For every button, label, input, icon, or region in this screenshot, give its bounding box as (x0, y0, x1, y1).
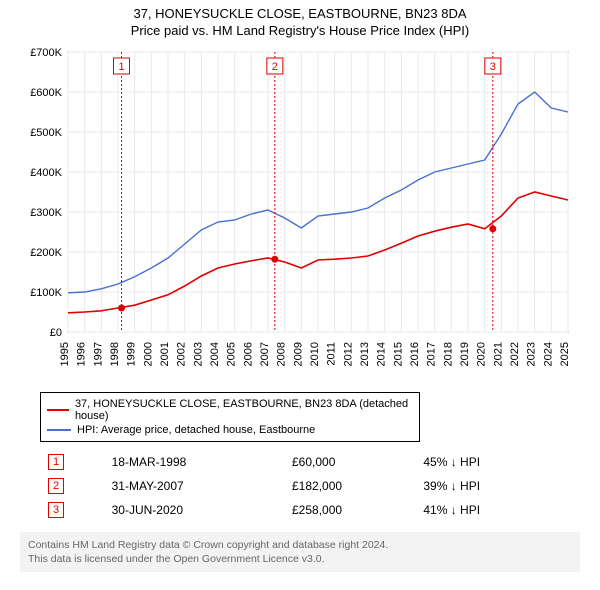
y-axis-tick-label: £700K (30, 47, 62, 59)
sale-marker-dot (489, 225, 496, 232)
sale-marker-badge-text: 1 (118, 61, 124, 73)
y-axis-tick-label: £400K (30, 167, 62, 179)
y-axis-tick-label: £100K (30, 287, 62, 299)
y-axis-tick-label: £0 (50, 327, 62, 339)
table-row: 1 18-MAR-1998£60,00045% ↓ HPI (40, 450, 560, 474)
sale-marker-dot (271, 256, 278, 263)
x-axis-tick-label: 2011 (326, 342, 338, 366)
x-axis-tick-label: 2007 (259, 342, 271, 366)
sale-price: £182,000 (284, 474, 415, 498)
x-axis-tick-label: 2004 (209, 342, 221, 366)
table-row: 3 30-JUN-2020£258,00041% ↓ HPI (40, 498, 560, 522)
x-axis-tick-label: 2015 (392, 342, 404, 366)
footer-attribution: Contains HM Land Registry data © Crown c… (20, 532, 580, 572)
sale-badge: 2 (48, 478, 64, 494)
x-axis-tick-label: 2022 (509, 342, 521, 366)
y-axis-tick-label: £300K (30, 207, 62, 219)
x-axis-tick-label: 2021 (492, 342, 504, 366)
x-axis-tick-label: 1995 (59, 342, 71, 366)
x-axis-tick-label: 2001 (159, 342, 171, 366)
x-axis-tick-label: 2000 (142, 342, 154, 366)
y-axis-tick-label: £200K (30, 247, 62, 259)
x-axis-tick-label: 2014 (376, 342, 388, 366)
sale-price: £60,000 (284, 450, 415, 474)
x-axis-tick-label: 2023 (526, 342, 538, 366)
y-axis-tick-label: £500K (30, 127, 62, 139)
x-axis-tick-label: 1998 (109, 342, 121, 366)
page-title: 37, HONEYSUCKLE CLOSE, EASTBOURNE, BN23 … (10, 6, 590, 21)
x-axis-tick-label: 2019 (459, 342, 471, 366)
footer-line: This data is licensed under the Open Gov… (28, 552, 572, 566)
x-axis-tick-label: 1999 (126, 342, 138, 366)
x-axis-tick-label: 1996 (76, 342, 88, 366)
x-axis-tick-label: 2010 (309, 342, 321, 366)
x-axis-tick-label: 2017 (426, 342, 438, 366)
x-axis-tick-label: 2002 (176, 342, 188, 366)
legend-item: 37, HONEYSUCKLE CLOSE, EASTBOURNE, BN23 … (47, 397, 413, 423)
sale-badge: 1 (48, 454, 64, 470)
legend-label: 37, HONEYSUCKLE CLOSE, EASTBOURNE, BN23 … (75, 398, 413, 422)
x-axis-tick-label: 2006 (242, 342, 254, 366)
x-axis-tick-label: 2016 (409, 342, 421, 366)
footer-line: Contains HM Land Registry data © Crown c… (28, 538, 572, 552)
sale-date: 18-MAR-1998 (104, 450, 284, 474)
x-axis-tick-label: 2008 (276, 342, 288, 366)
legend-label: HPI: Average price, detached house, East… (77, 424, 315, 436)
x-axis-tick-label: 2005 (226, 342, 238, 366)
sale-marker-dot (118, 305, 125, 312)
x-axis-tick-label: 1997 (92, 342, 104, 366)
page-subtitle: Price paid vs. HM Land Registry's House … (10, 23, 590, 38)
sale-date: 30-JUN-2020 (104, 498, 284, 522)
x-axis-tick-label: 2024 (542, 342, 554, 366)
sale-delta: 41% ↓ HPI (415, 498, 560, 522)
x-axis-tick-label: 2020 (476, 342, 488, 366)
x-axis-tick-label: 2013 (359, 342, 371, 366)
x-axis-tick-label: 2009 (292, 342, 304, 366)
sale-delta: 45% ↓ HPI (415, 450, 560, 474)
sale-marker-badge-text: 3 (490, 61, 496, 73)
chart-legend: 37, HONEYSUCKLE CLOSE, EASTBOURNE, BN23 … (40, 392, 420, 442)
legend-item: HPI: Average price, detached house, East… (47, 423, 413, 437)
x-axis-tick-label: 2018 (442, 342, 454, 366)
sale-badge: 3 (48, 502, 64, 518)
sales-table: 1 18-MAR-1998£60,00045% ↓ HPI 2 31-MAY-2007… (40, 450, 560, 522)
x-axis-tick-label: 2012 (342, 342, 354, 366)
y-axis-tick-label: £600K (30, 87, 62, 99)
sale-delta: 39% ↓ HPI (415, 474, 560, 498)
x-axis-tick-label: 2003 (192, 342, 204, 366)
table-row: 2 31-MAY-2007£182,00039% ↓ HPI (40, 474, 560, 498)
x-axis-tick-label: 2025 (559, 342, 571, 366)
price-chart: £0 £100K £200K £300K £400K £500K £600K £700K 199… (20, 44, 580, 384)
sale-price: £258,000 (284, 498, 415, 522)
legend-swatch (47, 409, 69, 411)
sale-date: 31-MAY-2007 (104, 474, 284, 498)
legend-swatch (47, 429, 71, 431)
sale-marker-badge-text: 2 (272, 61, 278, 73)
